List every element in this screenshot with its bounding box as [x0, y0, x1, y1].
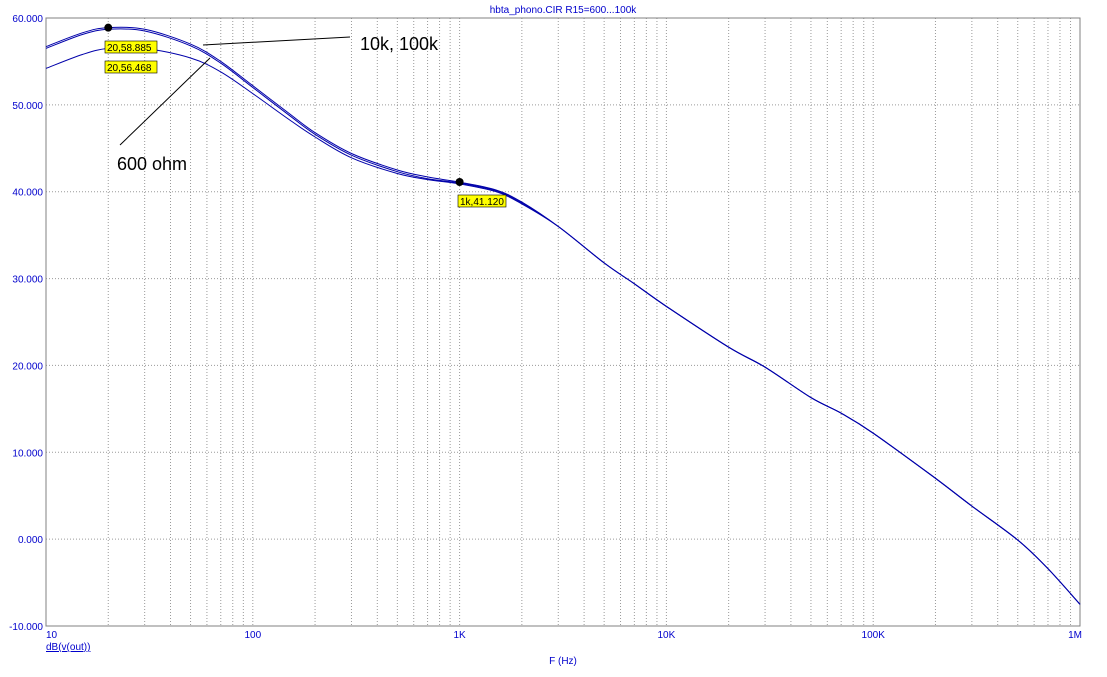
y-tick-label: 10.000 — [12, 448, 43, 459]
x-tick-label: 10K — [658, 630, 676, 641]
y-tick-label: 60.000 — [12, 14, 43, 25]
y-tick-label: 40.000 — [12, 188, 43, 199]
annotation-600-ohm: 600 ohm — [117, 154, 187, 174]
chart-title: hbta_phono.CIR R15=600...100k — [490, 5, 637, 16]
marker-label-20-56468: 20,56.468 — [104, 60, 158, 74]
series-line-3 — [45, 46, 1081, 605]
y-tick-label: 50.000 — [12, 101, 43, 112]
y-tick-label: 30.000 — [12, 275, 43, 286]
y-tick-label: 0.000 — [18, 535, 43, 546]
svg-text:20,58.885: 20,58.885 — [107, 43, 152, 54]
x-tick-labels: 10 100 1K 10K 100K 1M — [46, 630, 1082, 641]
x-axis-label: F (Hz) — [549, 656, 577, 667]
marker-point-1 — [104, 23, 113, 32]
grid-minor — [107, 18, 1072, 626]
annotation-10k-100k: 10k, 100k — [360, 34, 439, 54]
y-tick-label: -10.000 — [9, 622, 43, 633]
x-tick-label: 100K — [862, 630, 886, 641]
x-tick-label: 1K — [453, 630, 466, 641]
y-axis-label: dB(v(out)) — [46, 642, 90, 653]
marker-group — [104, 23, 464, 186]
plot-frame — [45, 17, 1081, 627]
y-tick-label: 20.000 — [12, 361, 43, 372]
y-tick-labels: -10.000 0.000 10.000 20.000 30.000 40.000 50.0… — [9, 14, 43, 633]
x-tick-label: 10 — [46, 630, 58, 641]
x-tick-label: 100 — [244, 630, 261, 641]
marker-point-2 — [455, 177, 464, 186]
series-group — [45, 26, 1081, 605]
marker-label-1k-41120: 1k,41.120 — [457, 194, 507, 208]
annotation-leader-600-ohm — [119, 57, 211, 146]
x-tick-label: 1M — [1068, 630, 1082, 641]
svg-text:20,56.468: 20,56.468 — [107, 63, 152, 74]
annotation-leader-10k-100k — [202, 36, 351, 46]
svg-text:1k,41.120: 1k,41.120 — [460, 197, 504, 208]
marker-label-20-58885: 20,58.885 — [104, 40, 158, 54]
